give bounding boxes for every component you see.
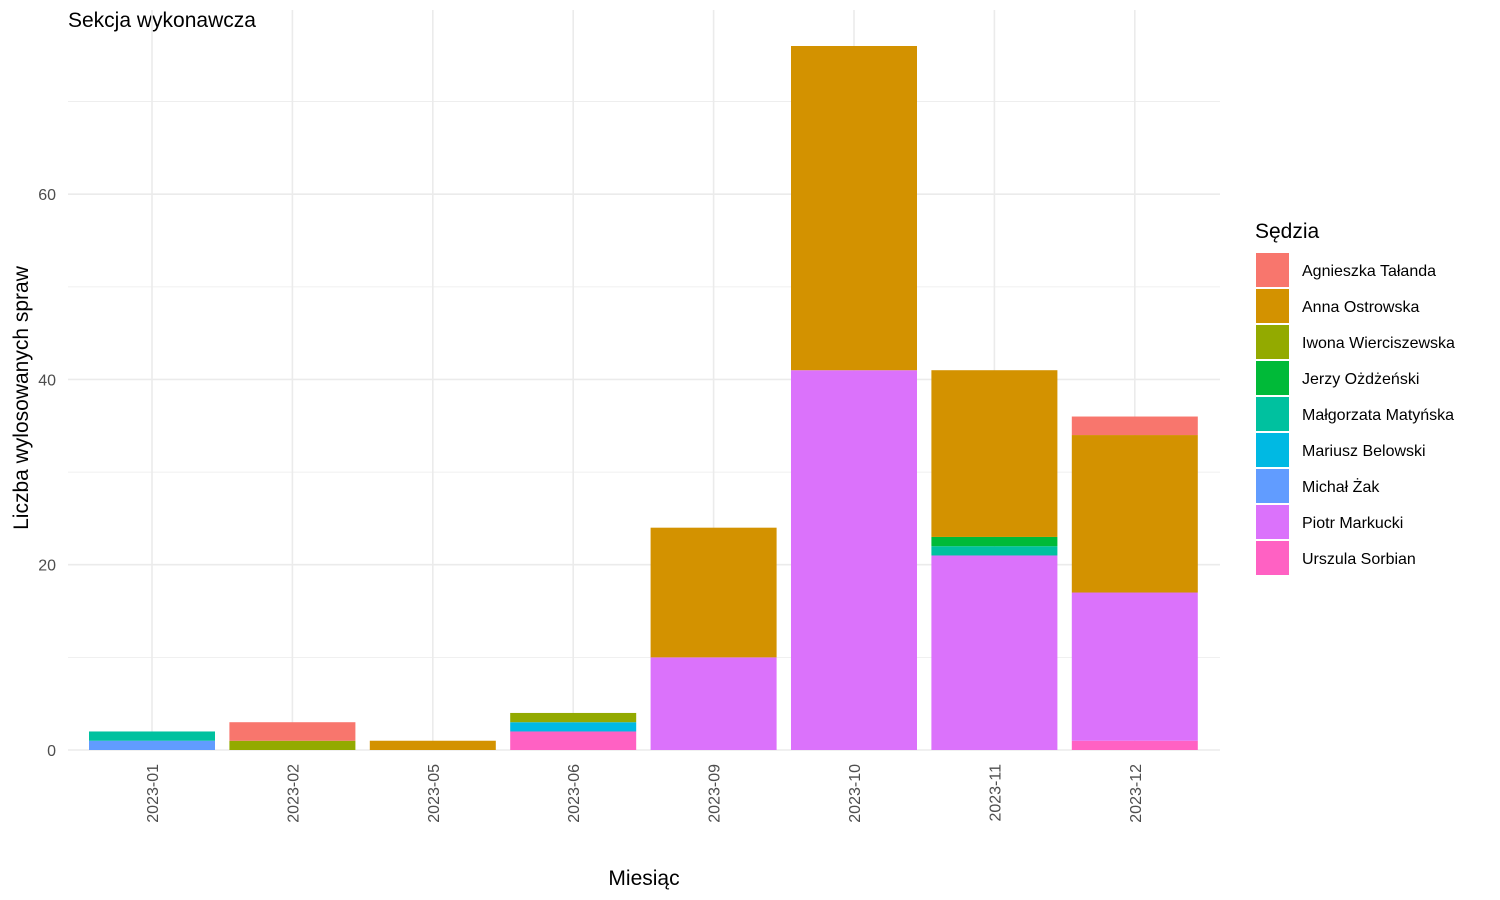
bar-segment	[931, 555, 1058, 750]
x-tick-label: 2023-01	[145, 764, 162, 823]
legend-title: Sędzia	[1255, 220, 1320, 243]
legend-label: Mariusz Belowski	[1302, 443, 1426, 460]
y-tick-label: 20	[38, 558, 56, 575]
legend-label: Urszula Sorbian	[1302, 551, 1416, 568]
legend-swatch	[1256, 325, 1289, 359]
legend-label: Piotr Markucki	[1302, 515, 1403, 532]
bar-segment	[510, 731, 637, 750]
legend-label: Małgorzata Matyńska	[1302, 407, 1454, 424]
legend-label: Agnieszka Tałanda	[1302, 263, 1436, 280]
x-tick-label: 2023-12	[1128, 764, 1145, 823]
y-axis-title: Liczba wylosowanych spraw	[10, 265, 33, 530]
legend-swatch	[1256, 433, 1289, 467]
y-tick-labels: 0 20 40 60	[38, 187, 56, 760]
legend: Sędzia Agnieszka Tałanda Anna Ostrowska Iw…	[1255, 220, 1455, 575]
x-tick-label: 2023-02	[285, 764, 302, 823]
bar-segment	[369, 740, 496, 750]
bar-segment	[229, 722, 356, 741]
chart-title: Sekcja wykonawcza	[68, 9, 256, 32]
x-tick-labels: 2023-01 2023-02 2023-05 2023-06 2023-09 2023-…	[145, 764, 1145, 823]
bar-segment	[650, 527, 777, 658]
bar-segment	[931, 536, 1058, 547]
legend-label: Michał Żak	[1302, 477, 1380, 496]
x-tick-label: 2023-06	[566, 764, 583, 823]
y-tick-label: 40	[38, 372, 56, 389]
legend-swatch	[1256, 397, 1289, 431]
bar-segment	[791, 370, 917, 750]
legend-swatch	[1256, 469, 1289, 503]
bar-segment	[1071, 592, 1198, 741]
bar-segment	[791, 46, 917, 371]
bar-segment	[931, 546, 1058, 556]
bar-segment	[89, 731, 215, 741]
bar-segment	[1071, 740, 1198, 750]
bars	[89, 46, 1198, 750]
legend-label: Anna Ostrowska	[1302, 299, 1419, 316]
legend-swatch	[1256, 289, 1289, 323]
legend-swatch	[1256, 253, 1289, 287]
x-axis-title: Miesiąc	[608, 867, 679, 890]
legend-label: Iwona Wierciszewska	[1302, 335, 1455, 352]
legend-swatch	[1256, 361, 1289, 395]
y-tick-label: 0	[47, 743, 56, 760]
bar-segment	[1071, 435, 1198, 593]
bar-segment	[931, 370, 1058, 537]
legend-swatch	[1256, 505, 1289, 539]
bar-segment	[89, 740, 215, 750]
x-tick-label: 2023-11	[987, 764, 1004, 822]
bar-segment	[510, 722, 637, 732]
x-tick-label: 2023-10	[847, 764, 864, 823]
y-tick-label: 60	[38, 187, 56, 204]
bar-segment	[1071, 416, 1198, 436]
x-tick-label: 2023-09	[707, 764, 724, 823]
bar-segment	[650, 657, 777, 750]
bar-segment	[229, 740, 356, 750]
bar-segment	[510, 712, 637, 723]
legend-swatch	[1256, 541, 1289, 575]
x-tick-label: 2023-05	[426, 764, 443, 823]
legend-label: Jerzy Ożdżeński	[1302, 371, 1419, 388]
